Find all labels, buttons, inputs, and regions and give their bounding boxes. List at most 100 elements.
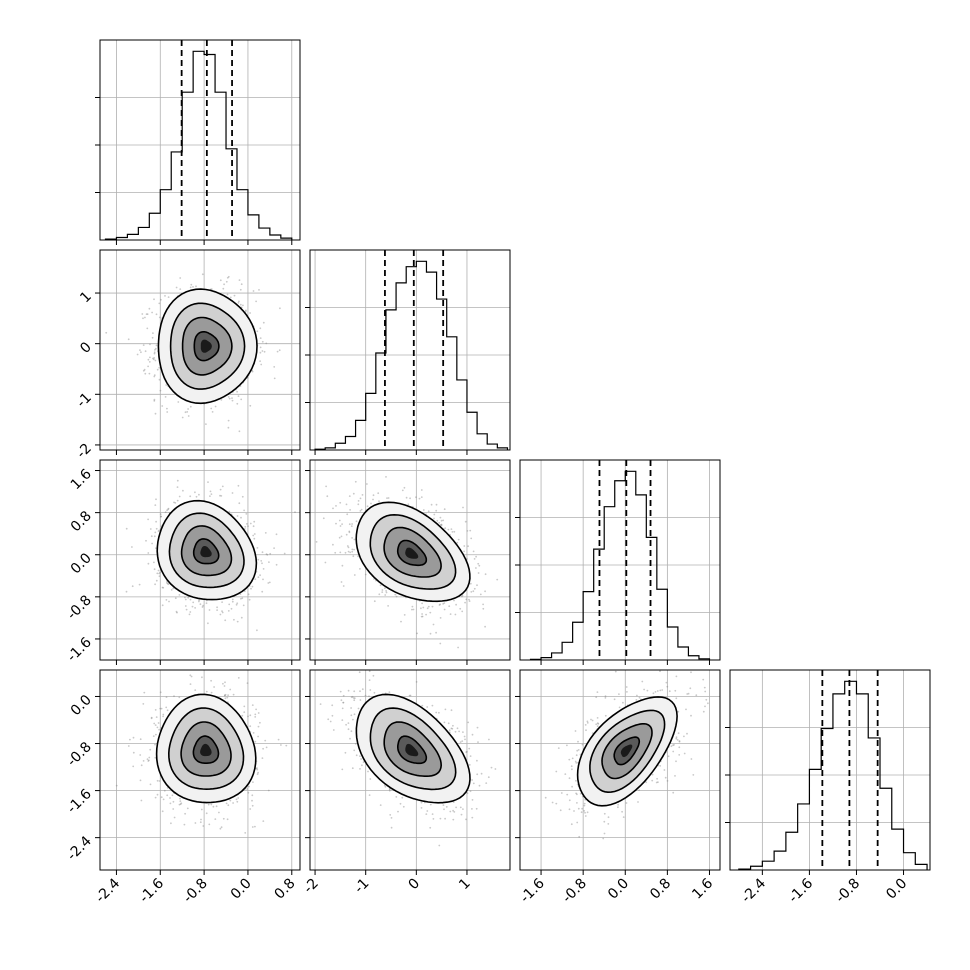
y-tick-label: -2 — [74, 440, 95, 461]
scatter-point — [265, 342, 268, 345]
scatter-point — [166, 582, 169, 585]
scatter-point — [259, 351, 262, 354]
scatter-point — [324, 561, 327, 564]
scatter-point — [161, 586, 164, 589]
scatter-point — [461, 594, 464, 597]
scatter-point — [227, 275, 230, 278]
scatter-point — [482, 603, 484, 606]
scatter-point — [149, 528, 152, 530]
scatter-point — [155, 527, 158, 530]
scatter-point — [257, 725, 260, 728]
scatter-point — [267, 582, 270, 584]
panel-border — [519, 459, 721, 661]
scatter-point — [348, 523, 351, 526]
scatter-point — [161, 405, 164, 407]
scatter-point — [345, 503, 348, 506]
scatter-point — [256, 767, 258, 769]
scatter-point — [228, 510, 231, 513]
scatter-point — [226, 696, 229, 699]
panel-background — [520, 460, 720, 660]
scatter-point — [219, 494, 221, 497]
scatter-point — [136, 353, 139, 356]
scatter-point — [201, 667, 203, 669]
scatter-point — [153, 351, 156, 354]
scatter-point — [473, 558, 476, 560]
scatter-point — [346, 513, 349, 516]
scatter-point — [439, 603, 441, 606]
scatter-point — [220, 826, 223, 829]
scatter-point — [167, 508, 170, 511]
scatter-point — [184, 598, 187, 601]
scatter-point — [219, 827, 222, 830]
scatter-point — [262, 568, 265, 570]
scatter-point — [461, 610, 464, 613]
scatter-point — [166, 709, 169, 712]
scatter-point — [449, 613, 452, 615]
scatter-point — [165, 696, 168, 698]
scatter-point — [157, 569, 160, 572]
scatter-point — [257, 558, 260, 561]
scatter-point — [158, 529, 161, 532]
histogram-steps — [738, 680, 928, 870]
scatter-point — [239, 288, 242, 291]
scatter-point — [146, 313, 149, 315]
scatter-point — [184, 411, 187, 414]
scatter-point — [153, 568, 156, 571]
scatter-point — [334, 551, 337, 554]
y-tick-label: -1 — [74, 390, 95, 411]
scatter-point — [158, 378, 161, 381]
scatter-point — [221, 601, 224, 603]
scatter-point — [238, 502, 241, 505]
scatter-point — [348, 531, 351, 534]
scatter-point — [422, 606, 425, 609]
scatter-point — [185, 608, 188, 611]
scatter-point — [200, 808, 203, 811]
scatter-point — [230, 607, 233, 610]
scatter-point — [438, 521, 441, 524]
scatter-point — [179, 277, 182, 279]
y-tick-label: 1 — [77, 289, 95, 307]
scatter-point — [373, 600, 376, 603]
scatter-point — [143, 368, 146, 371]
scatter-point — [266, 553, 269, 556]
scatter-point — [315, 541, 318, 543]
scatter-point — [244, 310, 247, 313]
scatter-point — [160, 298, 162, 301]
scatter-point — [261, 757, 264, 759]
scatter-point — [154, 349, 156, 351]
scatter-point — [152, 332, 154, 334]
scatter-point — [236, 602, 239, 605]
scatter-point — [164, 396, 167, 398]
scatter-point — [149, 356, 151, 359]
scatter-point — [227, 396, 230, 398]
scatter-point — [240, 616, 243, 619]
scatter-point — [245, 513, 248, 515]
scatter-point — [160, 707, 163, 710]
scatter-point — [156, 726, 159, 729]
scatter-point — [172, 800, 175, 803]
scatter-point — [427, 605, 430, 608]
scatter-point — [142, 369, 145, 372]
scatter-point — [149, 343, 151, 346]
scatter-point — [140, 764, 143, 767]
scatter-point — [192, 455, 194, 457]
scatter-point — [226, 818, 229, 821]
scatter-point — [205, 602, 208, 605]
scatter-point — [468, 598, 470, 601]
scatter-point — [448, 605, 451, 608]
scatter-point — [153, 374, 156, 376]
scatter-point — [247, 791, 250, 794]
scatter-point — [385, 591, 388, 594]
scatter-point — [372, 494, 375, 497]
scatter-point — [125, 527, 128, 530]
scatter-point — [246, 523, 248, 525]
scatter-point — [231, 399, 234, 402]
scatter-point — [440, 524, 443, 527]
scatter-point — [180, 802, 183, 805]
contour-line — [192, 538, 220, 565]
scatter-point — [357, 555, 359, 558]
scatter-point — [158, 316, 161, 319]
scatter-point — [147, 760, 150, 762]
scatter-point — [192, 286, 194, 288]
scatter-point — [240, 398, 243, 401]
